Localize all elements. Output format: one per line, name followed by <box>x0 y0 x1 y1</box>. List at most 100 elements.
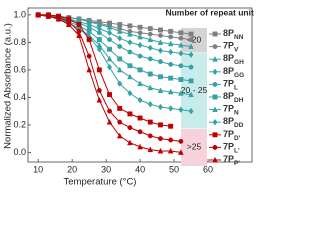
marker <box>127 89 133 97</box>
marker <box>137 143 143 150</box>
legend-group-box <box>181 53 207 129</box>
marker <box>137 33 143 40</box>
marker <box>158 74 163 80</box>
marker <box>178 149 184 155</box>
marker <box>137 24 143 30</box>
marker <box>127 125 133 131</box>
marker <box>147 26 153 32</box>
marker <box>76 32 82 38</box>
marker <box>147 84 154 91</box>
marker <box>168 28 174 34</box>
legend-group-label: <20 <box>187 35 202 45</box>
marker <box>212 44 218 50</box>
marker <box>212 118 218 126</box>
marker <box>127 49 133 55</box>
marker <box>127 139 133 146</box>
marker <box>137 96 143 104</box>
y-tick-label: 0.0 <box>13 147 26 157</box>
legend-name: 7P <box>223 104 234 114</box>
marker <box>178 106 184 114</box>
marker <box>127 111 133 117</box>
marker <box>96 88 102 93</box>
marker <box>168 137 174 143</box>
marker <box>55 15 62 22</box>
marker <box>137 67 143 73</box>
marker <box>106 24 113 30</box>
marker <box>107 29 113 37</box>
marker <box>116 66 123 73</box>
marker <box>212 94 218 100</box>
marker <box>35 11 42 18</box>
legend-name: 8P <box>223 28 234 38</box>
marker <box>212 156 218 163</box>
marker <box>157 103 163 111</box>
marker <box>137 41 143 49</box>
legend-sub: N <box>234 109 239 116</box>
marker <box>212 106 218 113</box>
y-tick-label: 0.8 <box>13 37 26 47</box>
marker <box>86 37 92 43</box>
marker <box>127 63 133 69</box>
marker <box>117 34 123 42</box>
legend-sub: V <box>234 46 239 53</box>
marker <box>212 56 218 62</box>
marker <box>96 37 102 43</box>
marker <box>157 147 164 154</box>
legend-group-box <box>181 128 207 166</box>
marker <box>188 51 194 59</box>
marker <box>212 132 218 138</box>
marker <box>116 132 123 139</box>
legend-name: 7P <box>223 154 234 164</box>
marker <box>168 34 174 40</box>
marker <box>137 115 143 121</box>
marker <box>117 56 123 62</box>
marker <box>167 40 174 47</box>
legend-label: 7PL <box>223 79 238 91</box>
marker <box>212 144 218 150</box>
marker <box>96 96 103 103</box>
legend-label: 8PNN <box>223 28 244 40</box>
legend-label: 8PGH <box>223 54 244 66</box>
legend-name: 8P <box>223 91 234 101</box>
y-tick-label: 0.6 <box>13 64 26 74</box>
x-tick-label: 40 <box>135 164 145 174</box>
marker <box>178 90 184 96</box>
legend-sub: DD <box>234 122 244 129</box>
marker <box>147 36 154 43</box>
marker <box>86 66 92 73</box>
legend-sub: DH <box>234 97 244 104</box>
legend-label: 8PDD <box>223 117 244 129</box>
marker <box>157 87 164 93</box>
legend-name: 8P <box>223 66 234 76</box>
marker <box>147 56 153 62</box>
marker <box>96 30 102 36</box>
legend-name: 8P <box>223 117 234 127</box>
marker <box>127 39 133 46</box>
marker <box>127 30 133 37</box>
marker <box>86 24 92 30</box>
marker <box>188 64 194 70</box>
marker <box>147 146 154 153</box>
marker <box>147 71 153 77</box>
marker <box>107 37 112 43</box>
marker <box>212 68 218 76</box>
marker <box>106 118 113 125</box>
marker <box>127 23 133 29</box>
series-line <box>38 14 192 68</box>
marker <box>106 55 113 62</box>
legend-label: 7PV <box>223 41 239 53</box>
legend-sub: D' <box>234 135 241 142</box>
legend-name: 7P <box>223 79 234 89</box>
legend-label: 7PN <box>223 104 239 116</box>
marker <box>188 37 194 43</box>
marker <box>117 22 123 27</box>
marker <box>96 45 102 53</box>
marker <box>188 31 194 37</box>
marker <box>147 119 153 125</box>
marker <box>147 44 153 52</box>
marker <box>116 28 123 34</box>
legend-sub: GG <box>234 72 244 79</box>
marker <box>178 63 184 69</box>
legend-name: 7P <box>223 129 234 139</box>
x-tick-label: 60 <box>203 164 213 174</box>
